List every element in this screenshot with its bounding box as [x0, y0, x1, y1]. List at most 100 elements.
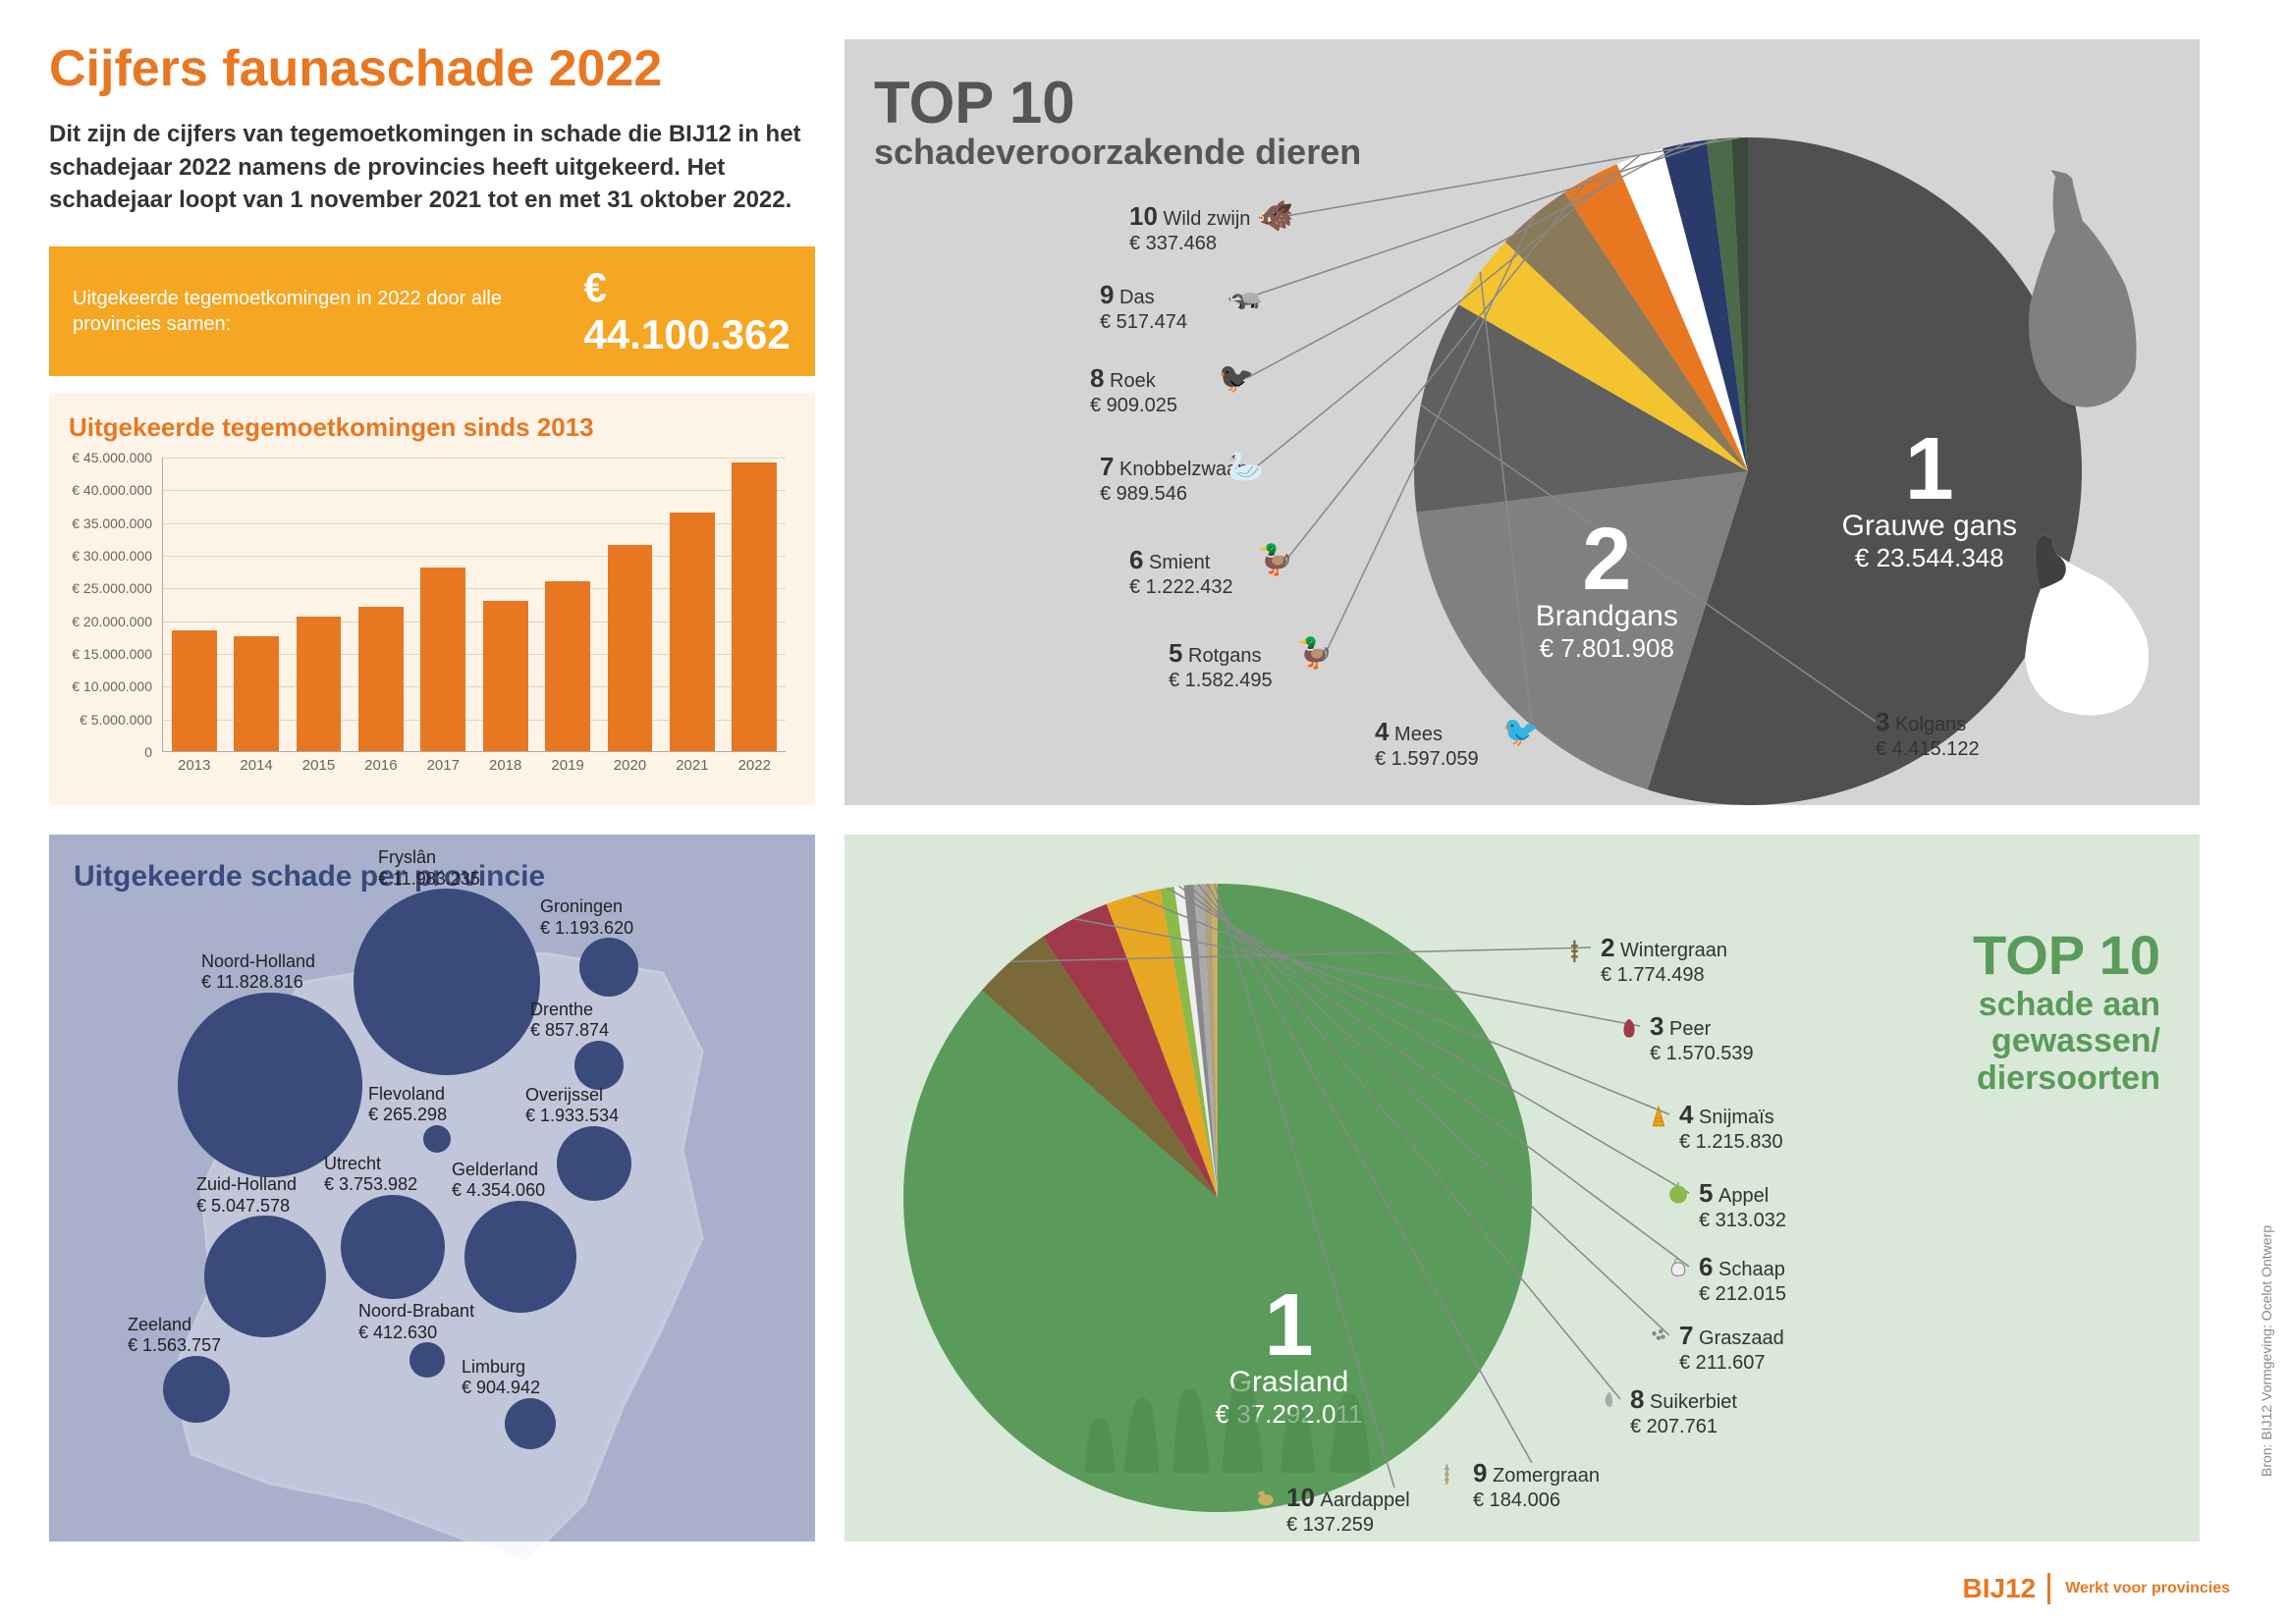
page-subtitle: Dit zijn de cijfers van tegemoetkomingen… — [49, 118, 815, 217]
bar-rect — [172, 630, 217, 751]
province-label: Limburg€ 904.942 — [462, 1357, 540, 1399]
province-bubble — [464, 1201, 577, 1314]
animal-icon: 🦢 — [1227, 450, 1264, 484]
bar-y-tick: € 30.000.000 — [72, 548, 152, 564]
province-label: Fryslân€ 11.983.235 — [378, 847, 480, 890]
bar-x-label: 2013 — [163, 757, 225, 774]
crop-icon — [1645, 1102, 1672, 1134]
crop-icon — [1615, 1013, 1643, 1046]
animal-icon: 🦆 — [1257, 543, 1293, 577]
bar-rect — [234, 636, 279, 751]
grass-icon — [1070, 1257, 1385, 1473]
page-title: Cijfers faunaschade 2022 — [49, 39, 815, 98]
province-bubble — [423, 1125, 451, 1153]
pie-label: 4 Mees€ 1.597.059 — [1375, 717, 1479, 771]
bar-rect — [297, 617, 342, 751]
total-label: Uitgekeerde tegemoetkomingen in 2022 doo… — [73, 286, 584, 337]
goose-silhouette-icon — [1964, 157, 2180, 432]
province-bubble — [409, 1342, 444, 1377]
bar-rect — [670, 513, 715, 751]
province-label: Gelderland€ 4.354.060 — [452, 1160, 545, 1202]
pie-label: 10 Aardappel€ 137.259 — [1286, 1483, 1410, 1537]
crop-icon — [1566, 935, 1594, 967]
pie-label: 3 Peer€ 1.570.539 — [1650, 1011, 1754, 1065]
bar-y-tick: € 10.000.000 — [72, 678, 152, 694]
province-bubble — [163, 1356, 231, 1424]
pie-label: 10 Wild zwijn€ 337.468 — [1129, 201, 1250, 255]
province-bubble — [505, 1398, 556, 1449]
pie-label: 6 Smient€ 1.222.432 — [1129, 545, 1233, 599]
crop-icon — [1645, 1323, 1672, 1355]
pie-label: 8 Suikerbiet€ 207.761 — [1630, 1384, 1737, 1438]
pie-label: 7 Graszaad€ 211.607 — [1679, 1321, 1784, 1375]
pie-label: 3 Kolgans€ 4.415.122 — [1876, 707, 1980, 761]
animals-panel: TOP 10 schadeveroorzakende dieren 1Grauw… — [845, 39, 2200, 805]
province-bubble — [341, 1195, 445, 1299]
province-label: Drenthe€ 857.874 — [530, 1000, 609, 1042]
side-credit: Bron: BIJ12 Vormgeving: Ocelot Ontwerp — [2259, 1225, 2274, 1477]
bar-chart-panel: Uitgekeerde tegemoetkomingen sinds 2013 … — [49, 393, 815, 805]
bar-y-tick: 0 — [144, 744, 152, 760]
crop-icon — [1596, 1386, 1623, 1419]
province-label: Flevoland€ 265.298 — [368, 1084, 447, 1126]
animal-icon: 🦡 — [1227, 278, 1264, 312]
bar-x-label: 2016 — [350, 757, 411, 774]
province-label: Zeeland€ 1.563.757 — [128, 1315, 221, 1357]
bar-rect — [545, 581, 590, 751]
bar-x-label: 2017 — [412, 757, 474, 774]
total-value: € 44.100.362 — [584, 264, 791, 358]
bar-rect — [358, 607, 404, 751]
bar-chart-area: 0 € 5.000.000 € 10.000.000 € 15.000.000 € 20… — [69, 458, 795, 791]
province-label: Noord-Brabant€ 412.630 — [358, 1301, 474, 1343]
bar-x-label: 2018 — [474, 757, 536, 774]
province-label: Utrecht€ 3.753.982 — [324, 1154, 417, 1196]
bar-x-label: 2022 — [724, 757, 786, 774]
province-label: Noord-Holland€ 11.828.816 — [201, 951, 315, 994]
province-bubble — [204, 1216, 325, 1336]
province-label: Overijssel€ 1.933.534 — [525, 1085, 619, 1127]
crop-icon — [1439, 1460, 1466, 1492]
goose-silhouette-2-icon — [1993, 511, 2190, 727]
bar-y-tick: € 5.000.000 — [80, 712, 152, 728]
province-bubble — [574, 1041, 625, 1091]
province-panel: Uitgekeerde schade per provincie Fryslân… — [49, 835, 815, 1542]
bar-y-tick: € 40.000.000 — [72, 482, 152, 498]
bar-rect — [732, 462, 777, 751]
bar-x-label: 2020 — [599, 757, 661, 774]
province-bubble — [178, 993, 363, 1178]
pie-label: 5 Appel€ 313.032 — [1699, 1178, 1786, 1232]
total-banner: Uitgekeerde tegemoetkomingen in 2022 doo… — [49, 246, 815, 376]
bar-y-tick: € 20.000.000 — [72, 614, 152, 629]
crop-icon — [1664, 1180, 1692, 1213]
bar-x-label: 2019 — [536, 757, 598, 774]
bar-rect — [420, 568, 465, 751]
province-label: Groningen€ 1.193.620 — [540, 896, 633, 939]
pie-label: 9 Das€ 517.474 — [1100, 280, 1187, 334]
bar-rect — [483, 601, 528, 751]
pie-label: 8 Roek€ 909.025 — [1090, 363, 1177, 417]
bar-chart-title: Uitgekeerde tegemoetkomingen sinds 2013 — [69, 412, 795, 443]
bar-y-tick: € 45.000.000 — [72, 450, 152, 465]
bar-y-tick: € 15.000.000 — [72, 646, 152, 662]
pie-label: 6 Schaap€ 212.015 — [1699, 1252, 1786, 1306]
animal-icon: 🐦 — [1502, 715, 1539, 749]
province-label: Zuid-Holland€ 5.047.578 — [196, 1174, 297, 1217]
bar-y-tick: € 25.000.000 — [72, 580, 152, 596]
pie-label: 9 Zomergraan€ 184.006 — [1473, 1458, 1600, 1512]
province-bubble — [557, 1126, 631, 1201]
crops-panel: TOP 10 schade aan gewassen/ diersoorten … — [845, 835, 2200, 1542]
province-bubble — [579, 938, 638, 997]
animal-icon: 🐗 — [1257, 199, 1293, 234]
bar-y-tick: € 35.000.000 — [72, 515, 152, 531]
crop-icon — [1252, 1485, 1280, 1517]
pie-label: 7 Knobbelzwaan€ 989.546 — [1100, 452, 1248, 506]
logo-mark: BIJ12 — [1963, 1573, 2051, 1604]
bar-x-label: 2014 — [225, 757, 287, 774]
pie-label: 2 Wintergraan€ 1.774.498 — [1601, 933, 1727, 987]
footer-logo: BIJ12 Werkt voor provincies — [1963, 1573, 2230, 1604]
animal-icon: 🐦‍⬛ — [1218, 361, 1254, 396]
province-bubble — [354, 889, 540, 1075]
bar-rect — [608, 545, 653, 751]
pie-label: 4 Snijmaïs€ 1.215.830 — [1679, 1100, 1783, 1154]
pie-big-label: 2Brandgans€ 7.801.908 — [1489, 520, 1724, 664]
